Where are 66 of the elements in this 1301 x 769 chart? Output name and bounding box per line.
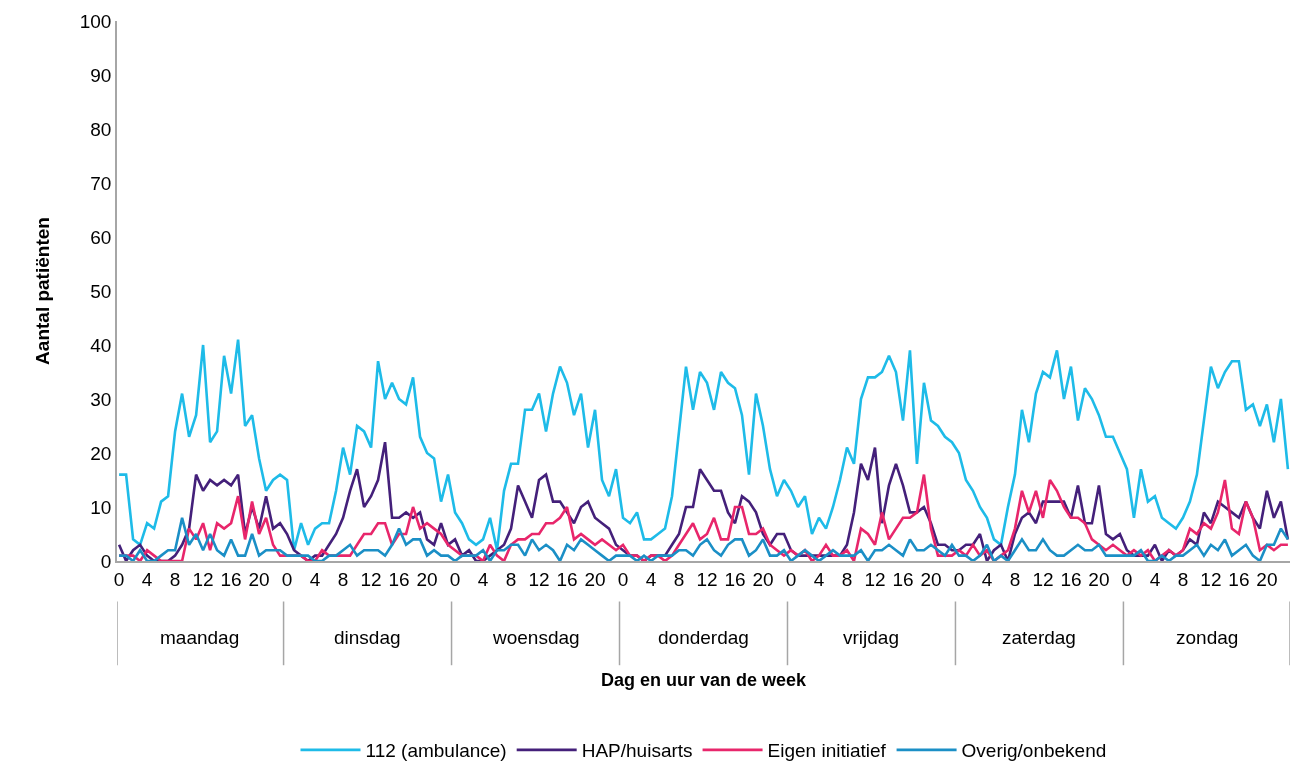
y-tick-label: 20 [90,442,112,464]
x-tick-label: 16 [1060,568,1082,590]
x-tick-label: 16 [724,568,746,590]
x-tick-label: 16 [1228,568,1250,590]
x-tick-label: 12 [1200,568,1222,590]
y-axis-title: Aantal patiënten [32,217,54,365]
legend-label: Overig/onbekend [961,740,1107,762]
x-tick-label: 12 [360,568,382,590]
x-tick-label: 4 [645,568,657,590]
text: zaterdag [1002,627,1076,648]
text: woensdag [492,627,580,648]
legend-label: Eigen initiatief [767,740,887,762]
x-tick-label: 16 [220,568,242,590]
y-tick-label: 60 [90,226,112,248]
legend-label: HAP/huisarts [581,740,693,762]
x-tick-label: 8 [337,568,349,590]
y-tick-label: 50 [90,280,112,302]
y-tick-label: 10 [90,496,112,518]
x-tick-label: 8 [1177,568,1189,590]
x-tick-label: 8 [505,568,517,590]
x-tick-label: 16 [892,568,914,590]
x-tick-label: 0 [449,568,461,590]
x-tick-label: 4 [477,568,489,590]
x-tick-label: 20 [1088,568,1110,590]
x-tick-label: 0 [1121,568,1133,590]
x-tick-label: 0 [617,568,629,590]
text: maandag [160,627,240,648]
text: vrijdag [843,627,899,648]
x-tick-label: 16 [556,568,578,590]
x-tick-label: 12 [528,568,550,590]
x-tick-label: 8 [841,568,853,590]
x-tick-label: 4 [309,568,321,590]
y-tick-label: 0 [100,550,112,572]
x-tick-label: 20 [416,568,438,590]
y-tick-label: 70 [90,172,112,194]
y-tick-label: 90 [90,64,112,86]
x-tick-label: 8 [1009,568,1021,590]
text: dinsdag [334,627,401,648]
y-tick-label: 30 [90,388,112,410]
y-tick-label: 40 [90,334,112,356]
x-tick-label: 0 [953,568,965,590]
x-tick-label: 12 [1032,568,1054,590]
x-tick-label: 20 [584,568,606,590]
x-tick-label: 16 [388,568,410,590]
x-tick-label: 12 [192,568,214,590]
x-tick-label: 4 [813,568,825,590]
y-tick-label: 80 [90,118,112,140]
x-tick-label: 4 [981,568,993,590]
text: donderdag [658,627,749,648]
line-series [117,338,1290,552]
x-tick-label: 20 [1256,568,1278,590]
x-tick-label: 20 [752,568,774,590]
x-tick-label: 0 [785,568,797,590]
x-tick-label: 8 [169,568,181,590]
x-tick-label: 8 [673,568,685,590]
x-tick-label: 4 [1149,568,1161,590]
x-tick-label: 20 [920,568,942,590]
x-tick-label: 20 [248,568,270,590]
x-tick-label: 0 [281,568,293,590]
x-tick-label: 12 [696,568,718,590]
y-tick-label: 100 [79,10,112,32]
x-tick-label: 12 [864,568,886,590]
text: zondag [1176,627,1239,648]
x-tick-label: 4 [141,568,153,590]
x-axis-title: Dag en uur van de week [600,670,808,691]
legend-label: 112 (ambulance) [365,740,507,762]
